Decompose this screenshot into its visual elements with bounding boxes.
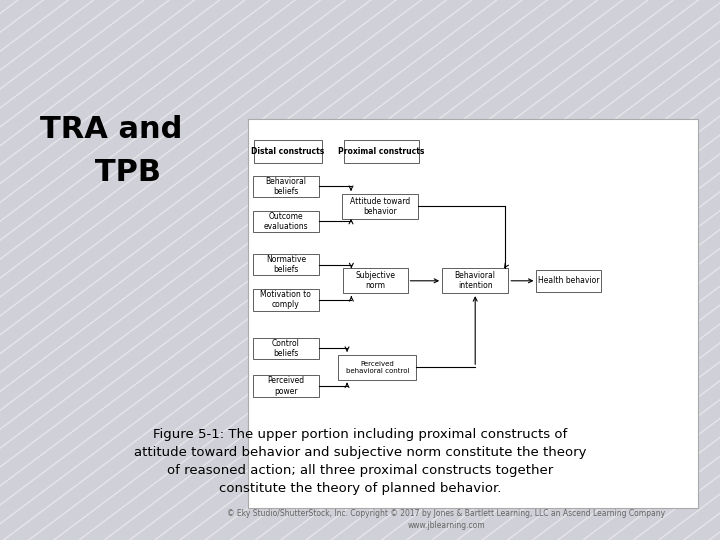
Text: Perceived
power: Perceived power: [267, 376, 305, 396]
Text: Behavioral
intention: Behavioral intention: [455, 271, 495, 291]
FancyBboxPatch shape: [253, 254, 319, 275]
FancyBboxPatch shape: [338, 355, 416, 380]
FancyBboxPatch shape: [253, 289, 319, 310]
Text: Normative
beliefs: Normative beliefs: [266, 255, 306, 274]
Text: Behavioral
beliefs: Behavioral beliefs: [266, 177, 306, 196]
FancyBboxPatch shape: [253, 375, 319, 397]
Text: © Eky Studio/ShutterStock, Inc. Copyright © 2017 by Jones & Bartlett Learning, L: © Eky Studio/ShutterStock, Inc. Copyrigh…: [228, 509, 665, 530]
Text: Proximal constructs: Proximal constructs: [338, 147, 425, 156]
Text: Figure 5-1: The upper portion including proximal constructs of
attitude toward b: Figure 5-1: The upper portion including …: [134, 428, 586, 495]
FancyBboxPatch shape: [442, 268, 508, 293]
FancyBboxPatch shape: [248, 119, 698, 508]
Text: Outcome
evaluations: Outcome evaluations: [264, 212, 308, 231]
FancyBboxPatch shape: [536, 270, 601, 292]
FancyBboxPatch shape: [253, 176, 319, 197]
Text: Health behavior: Health behavior: [538, 276, 600, 285]
Text: Attitude toward
behavior: Attitude toward behavior: [350, 197, 410, 216]
Text: Perceived
behavioral control: Perceived behavioral control: [346, 361, 409, 374]
Text: Subjective
norm: Subjective norm: [355, 271, 395, 291]
FancyBboxPatch shape: [253, 338, 319, 359]
Text: Distal constructs: Distal constructs: [251, 147, 325, 156]
FancyBboxPatch shape: [344, 140, 419, 163]
FancyBboxPatch shape: [343, 268, 408, 293]
Text: Control
beliefs: Control beliefs: [272, 339, 300, 358]
Text: TRA and
   TPB: TRA and TPB: [40, 116, 183, 187]
Text: Motivation to
comply: Motivation to comply: [261, 290, 311, 309]
FancyBboxPatch shape: [254, 140, 323, 163]
FancyBboxPatch shape: [343, 194, 418, 219]
FancyBboxPatch shape: [253, 211, 319, 232]
